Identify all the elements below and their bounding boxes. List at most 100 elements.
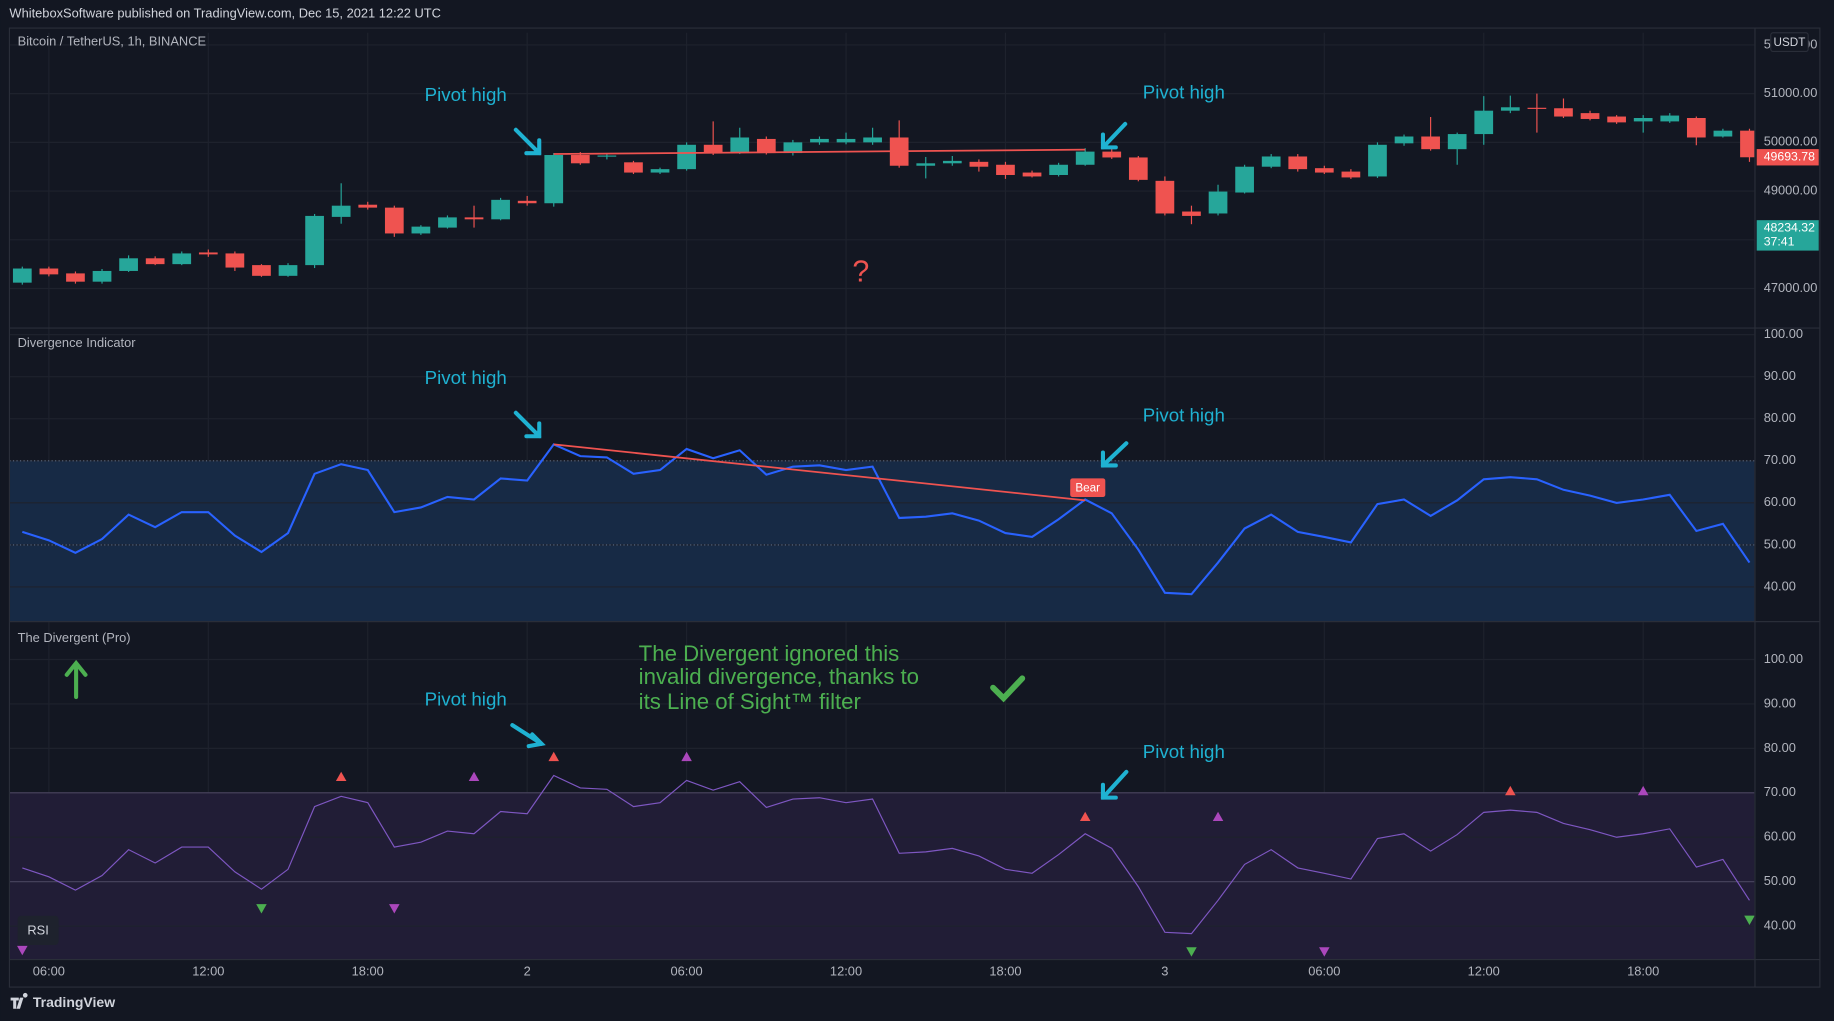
- candle-body: [1713, 130, 1733, 137]
- currency-box: [1770, 32, 1809, 53]
- logo: [10, 992, 28, 1009]
- price-label: [1756, 149, 1819, 166]
- line-series: [21, 443, 1751, 596]
- y-tick-label: 100.00: [1764, 326, 1803, 341]
- candle-body: [677, 144, 696, 170]
- candle-body: [1235, 166, 1254, 193]
- candle-body: [1633, 117, 1653, 122]
- signal-marker: [1319, 947, 1330, 957]
- trendline: [553, 148, 1086, 155]
- annotation: Pivot high: [425, 84, 507, 105]
- candle-body: [1288, 156, 1308, 170]
- y-tick-label: 50.00: [1764, 873, 1796, 888]
- candle-body: [172, 253, 192, 265]
- arrow: [510, 723, 546, 749]
- candle-body: [1527, 107, 1547, 109]
- x-tick-label: 3: [1161, 963, 1168, 978]
- candle-body: [198, 252, 218, 255]
- candle-body: [66, 273, 85, 282]
- pane-title: The Divergent (Pro): [18, 630, 131, 645]
- candle-body: [597, 155, 617, 157]
- candle-body: [305, 215, 324, 266]
- y-tick-label: 60.00: [1764, 494, 1796, 509]
- y-tick-label: 80.00: [1764, 740, 1796, 755]
- frame: [8, 27, 1821, 988]
- candle-body: [1022, 172, 1042, 177]
- candle-body: [384, 207, 404, 234]
- pane-title: Divergence Indicator: [18, 335, 137, 350]
- y-tick-label: 50.00: [1764, 536, 1796, 551]
- candle-body: [836, 138, 856, 143]
- y-tick-label: 80.00: [1764, 410, 1796, 425]
- price-label: [1756, 220, 1819, 251]
- rsi-button[interactable]: [17, 915, 59, 945]
- x-tick-label: 12:00: [1468, 963, 1500, 978]
- y-tick-label: 47000.00: [1764, 280, 1818, 295]
- arrow: [1100, 769, 1129, 800]
- y-tick-label: 49000.00: [1764, 182, 1818, 197]
- candle-body: [1128, 157, 1148, 180]
- signal-marker: [1079, 811, 1091, 822]
- candle-body: [517, 200, 537, 204]
- band: [9, 460, 1755, 622]
- candle-body: [1075, 151, 1095, 165]
- candle-body: [1314, 168, 1334, 173]
- rsi-button-label[interactable]: RSI: [27, 922, 48, 937]
- candle-body: [650, 169, 670, 173]
- y-tick-label: 90.00: [1764, 695, 1796, 710]
- candle-body: [1394, 136, 1414, 144]
- candle-body: [916, 163, 936, 166]
- candle-body: [411, 226, 431, 234]
- candle-body: [544, 155, 564, 204]
- y-tick-label: 70.00: [1764, 784, 1796, 799]
- candle-body: [119, 258, 138, 271]
- candle-body: [969, 161, 989, 167]
- x-tick-label: 06:00: [1308, 963, 1340, 978]
- y-tick-label: 70.00: [1764, 452, 1796, 467]
- candle-body: [1341, 171, 1361, 178]
- candle-body: [39, 268, 59, 275]
- candle-body: [145, 258, 165, 265]
- candle-body: [491, 199, 510, 220]
- signal-marker: [17, 945, 28, 956]
- x-tick-label: 18:00: [989, 963, 1021, 978]
- candle-body: [703, 144, 723, 154]
- arrow: [513, 410, 542, 439]
- candle-body: [225, 253, 245, 268]
- y-tick-label: 50000.00: [1764, 134, 1818, 149]
- price-label-text: 49693.78: [1764, 150, 1815, 164]
- candle-body: [783, 142, 803, 154]
- line-series: [22, 774, 1750, 935]
- x-tick-label: 18:00: [352, 963, 384, 978]
- candle-body: [570, 155, 590, 164]
- y-tick-label: 51000.00: [1764, 85, 1818, 100]
- candle-body: [12, 268, 32, 283]
- signal-marker: [681, 751, 692, 762]
- annotation: Pivot high: [1143, 81, 1225, 102]
- y-tick-label: 40.00: [1764, 918, 1796, 933]
- candle-body: [438, 217, 457, 228]
- candle-body: [1500, 107, 1520, 111]
- signal-marker: [1186, 947, 1197, 957]
- candle-body: [863, 137, 882, 143]
- note: its Line of Sight™ filter: [639, 689, 862, 714]
- candle-body: [1261, 156, 1281, 167]
- annotation: ?: [852, 255, 869, 289]
- price-label-text: 48234.32: [1764, 221, 1815, 235]
- candle-body: [810, 138, 829, 143]
- arrow: [1100, 441, 1129, 468]
- candle-body: [331, 205, 351, 217]
- countdown: 37:41: [1764, 235, 1795, 249]
- bear-label: [1070, 478, 1106, 498]
- candle-body: [624, 162, 643, 173]
- signal-marker: [1744, 915, 1755, 926]
- signal-marker: [468, 771, 480, 782]
- signal-marker: [548, 751, 560, 762]
- candle-body: [1208, 191, 1228, 214]
- y-tick-label: 40.00: [1764, 578, 1796, 593]
- currency: USDT: [1774, 36, 1806, 49]
- footer-text: TradingView: [33, 994, 115, 1010]
- band: [9, 792, 1755, 960]
- arrow: [513, 127, 542, 156]
